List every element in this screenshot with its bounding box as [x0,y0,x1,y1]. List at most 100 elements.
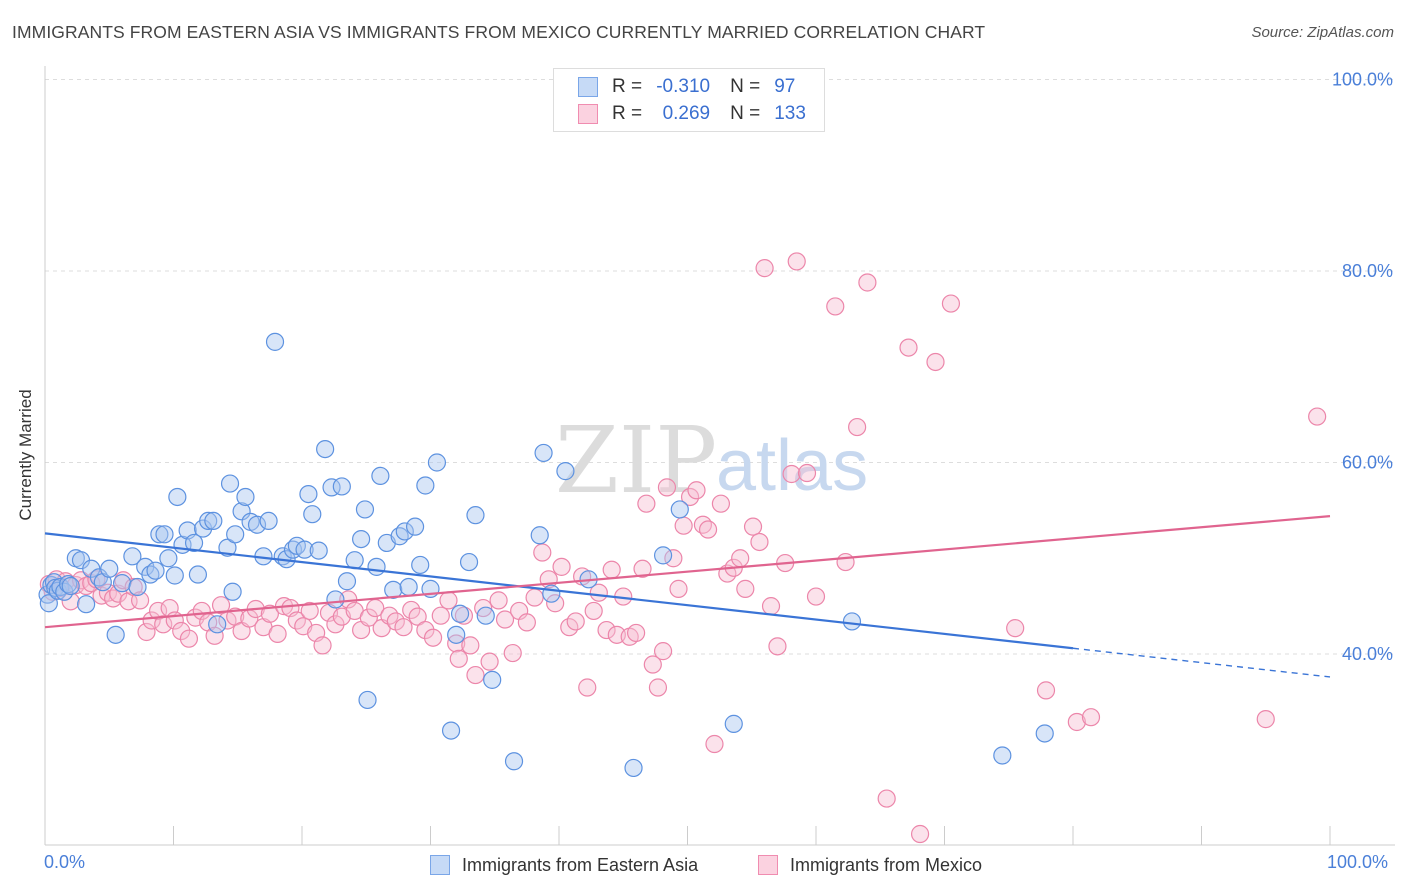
legend-item-mexico: Immigrants from Mexico [758,852,982,878]
eastern-asia-point [842,612,862,631]
mexico-point [680,487,700,507]
mexico-point [926,352,945,372]
source-credit: Source: ZipAtlas.com [1251,24,1394,41]
eastern-asia-point [993,746,1012,765]
mexico-point [566,612,585,631]
eastern-asia-point [476,606,495,625]
mexico-point [525,588,544,607]
eastern-asia-point [466,506,485,525]
eastern-asia-point [199,511,218,531]
legend-swatch-blue [430,855,450,875]
eastern-asia-point [405,517,425,536]
mexico-point [211,596,231,615]
eastern-asia-point [155,525,174,544]
n-label: N = [730,76,761,97]
mexico-point [552,557,571,576]
legend-swatch-pink [578,104,598,124]
eastern-asia-point [295,540,314,559]
mexico-point [489,591,508,610]
mexico-point [597,620,616,640]
r-label: R = [612,76,643,97]
mexico-point [736,579,755,598]
mexico-point [359,608,378,627]
mexico-point [61,592,80,611]
mexico-point [480,652,499,671]
eastern-asia-point [236,487,255,507]
eastern-asia-point [184,533,204,553]
mexico-point [637,494,656,513]
eastern-asia-point [367,557,386,576]
eastern-asia-point [232,502,251,521]
mexico-point [1036,681,1056,700]
y-tick-labels: 40.0% 60.0% 80.0% 100.0% [1332,70,1393,665]
mexico-point [172,621,191,641]
eastern-asia-point [100,559,119,578]
eastern-asia-point [504,752,524,771]
mexico-point [517,613,536,632]
trend-line-solid [44,515,1331,629]
mexico-point [584,601,603,621]
mexico-point [137,622,156,642]
eastern-asia-point [106,625,125,644]
mexico-point [705,734,724,754]
eastern-asia-point [1035,724,1054,743]
mexico-point [300,601,319,621]
mexico-point [495,610,515,629]
mexico-point [179,629,199,648]
mexico-point [533,543,552,562]
eastern-asia-point [371,466,390,486]
mexico-point [205,626,224,645]
eastern-asia-point [77,595,96,614]
eastern-asia-point [355,500,375,519]
legend-label-mexico: Immigrants from Mexico [790,854,983,875]
eastern-asia-point [226,525,245,544]
mexico-point [755,259,774,278]
chart-title: IMMIGRANTS FROM EASTERN ASIA VS IMMIGRAN… [12,22,986,42]
mexico-point [466,665,485,685]
mexico-point [848,417,867,437]
eastern-asia-point [218,538,237,557]
mexico-point [439,591,458,610]
eastern-asia-point [159,549,178,568]
legend-swatch-pink [758,855,778,875]
mexico-point [503,643,522,663]
mexico-point [826,297,845,316]
mexico-point [602,560,621,579]
mexico-point [711,494,731,513]
mexico-point [899,338,918,357]
mexico-point [192,601,211,621]
eastern-asia-point [188,565,208,584]
mexico-point [836,552,855,572]
mexico-point [806,587,826,606]
x-tick-label-max: 100.0% [1327,852,1389,872]
eastern-asia-point [39,594,58,613]
eastern-asia-point [259,511,278,531]
eastern-asia-point [150,525,169,544]
eastern-asia-point [332,477,351,496]
trend-line-solid [44,532,1074,650]
x-tick-label-min: 0.0% [44,852,86,872]
mexico-point [910,824,930,844]
mexico-point [148,601,168,621]
trend-lines [44,515,1331,678]
eastern-asia-points [38,332,1054,778]
axes [44,66,1395,846]
eastern-asia-point [358,690,377,710]
mexico-point [260,604,279,623]
eastern-asia-point [534,443,553,463]
eastern-asia-point [542,584,561,603]
eastern-asia-point [459,552,479,572]
n-value: 97 [774,76,796,97]
y-tick-label: 60.0% [1342,453,1393,473]
r-value: 0.269 [662,103,711,124]
eastern-asia-point [670,500,689,519]
n-label: N = [730,103,761,124]
n-value: 133 [774,103,806,124]
eastern-asia-point [483,670,502,689]
eastern-asia-point [303,505,322,524]
eastern-asia-point [345,551,364,570]
mexico-point [109,584,128,603]
eastern-asia-point [352,529,371,549]
mexico-point [461,636,480,655]
